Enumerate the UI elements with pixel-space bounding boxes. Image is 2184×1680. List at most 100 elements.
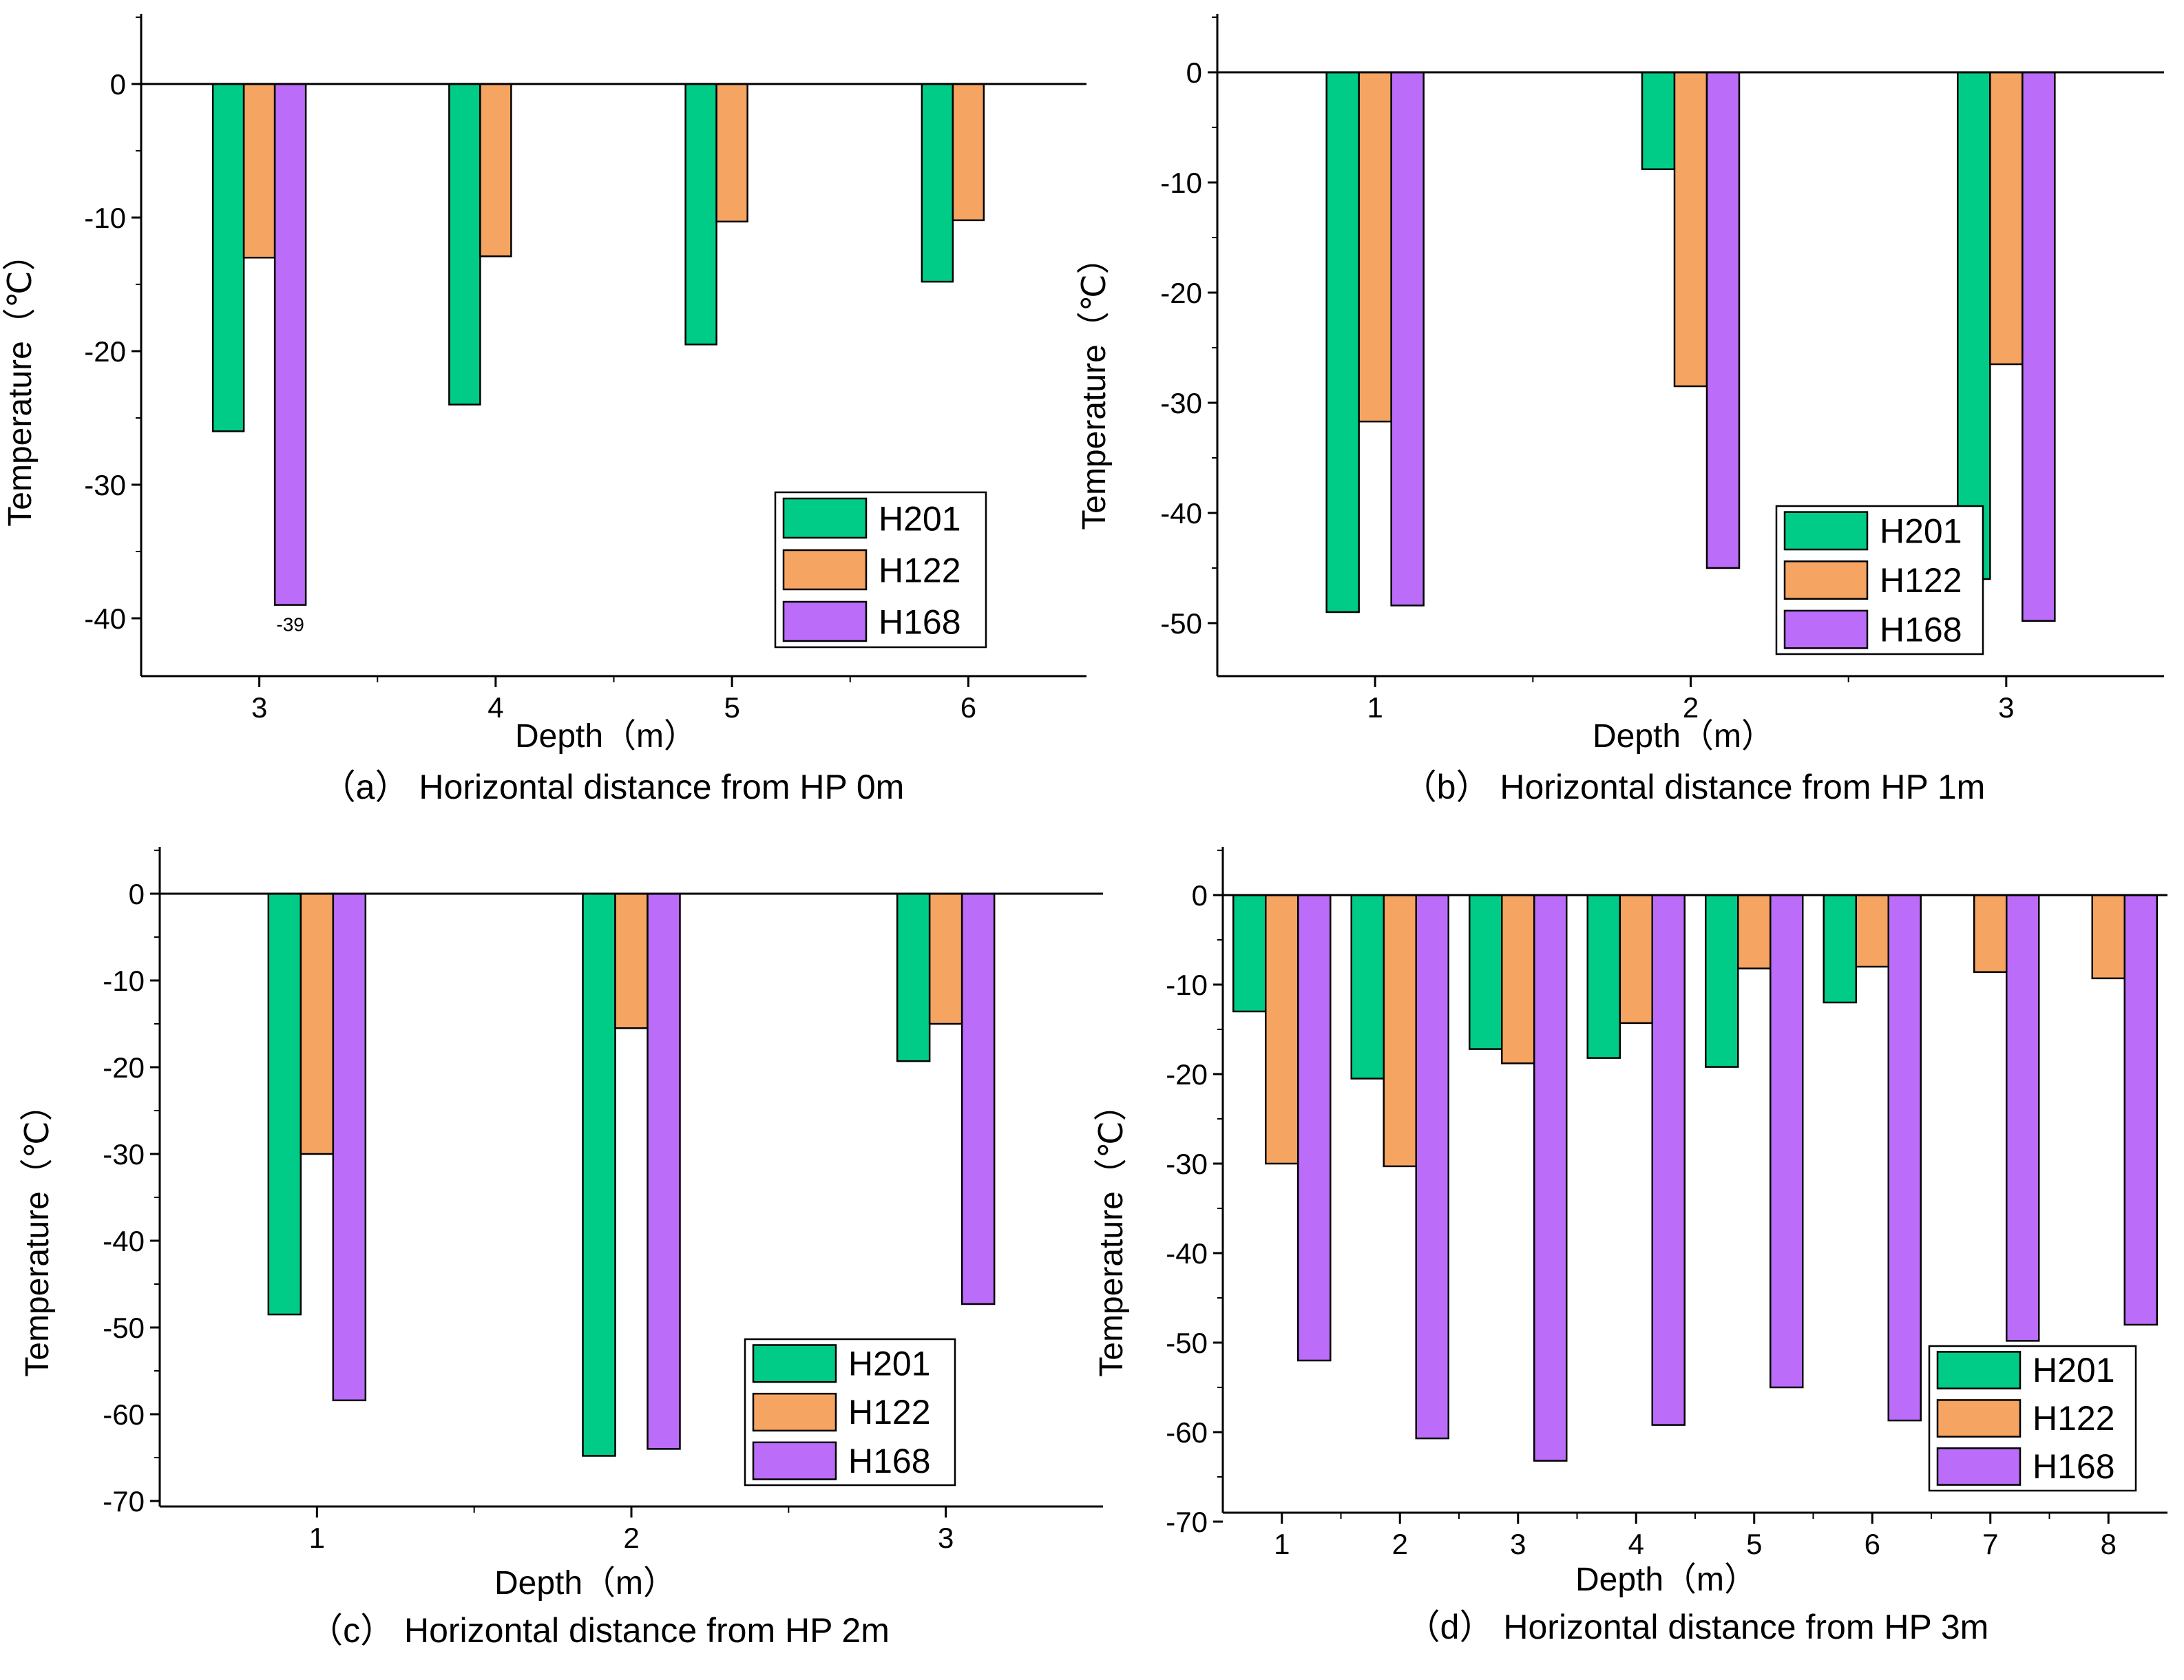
bar-h122-depth-3 [1501, 894, 1535, 1064]
legend: H201 H122 H168 [744, 1338, 956, 1487]
legend-label-h201: H201 [1880, 512, 1962, 550]
legend-label-h168: H168 [1880, 611, 1962, 649]
y-tick-label: -20 [103, 1051, 145, 1084]
legend-swatch-h122 [1936, 1399, 2022, 1438]
legend-label-h201: H201 [2033, 1351, 2115, 1389]
x-tick-label: 7 [1982, 1528, 1998, 1560]
bar-h168-depth-1 [1297, 894, 1332, 1362]
bar-h201-depth-3 [896, 892, 931, 1062]
legend: H201 H122 H168 [774, 491, 987, 649]
y-tick-label: -40 [103, 1225, 145, 1257]
legend-swatch-h122 [752, 1392, 837, 1432]
legend-swatch-h168 [752, 1441, 837, 1480]
bar-h201-depth-6 [1823, 894, 1857, 1004]
x-tick-label: 3 [251, 691, 267, 724]
x-tick-label: 5 [724, 691, 739, 724]
bars [1325, 71, 2056, 622]
panel-caption: （a） Horizontal distance from HP 0m [322, 768, 905, 806]
legend-label-h201: H201 [879, 500, 961, 538]
x-ticks: 1 2 3 4 5 6 7 8 [1274, 1513, 2117, 1560]
x-tick-label: 4 [1628, 1528, 1644, 1560]
x-tick-label: 4 [487, 691, 503, 724]
y-tick-label: -30 [103, 1138, 145, 1170]
bar-h122-depth-1 [1265, 894, 1299, 1165]
legend-swatch-h201 [752, 1344, 837, 1383]
bar-h201-depth-5 [684, 83, 717, 346]
chart-panel-d: 0 -10 -20 -30 -40 -50 -60 -70 1 2 3 4 5 6 7 8 Depth（m） Te… [1093, 847, 2167, 1646]
y-tick-label: -10 [103, 965, 145, 997]
y-axis-title: Temperature（℃） [1076, 241, 1113, 529]
legend-swatch-h201 [1783, 511, 1869, 551]
y-tick-label: -40 [1160, 497, 1202, 529]
bar-h168-depth-2 [647, 892, 681, 1450]
y-axis-title: Temperature（℃） [2, 238, 39, 526]
x-ticks: 3 4 5 6 [251, 676, 976, 724]
bar-h168-depth-2 [1415, 894, 1449, 1440]
y-tick-label: -70 [103, 1485, 145, 1518]
legend-swatch-h168 [1936, 1447, 2022, 1486]
bar-h122-depth-4 [1619, 894, 1653, 1025]
bar-h122-depth-6 [1855, 894, 1889, 968]
chart-panel-b: 0 -10 -20 -30 -40 -50 1 2 3 Depth（m） Temperature（℃… [1076, 14, 2164, 806]
legend-swatch-h122 [782, 549, 868, 591]
bar-h122-depth-3 [928, 892, 963, 1025]
y-tick-label: -30 [1166, 1148, 1208, 1180]
y-tick-label: 0 [1186, 56, 1202, 89]
legend-swatch-h168 [782, 600, 868, 642]
legend: H201 H122 H168 [1928, 1345, 2137, 1492]
bar-h168-depth-8 [2123, 894, 2158, 1326]
y-tick-label: 0 [129, 878, 145, 910]
x-tick-label: 3 [1510, 1528, 1526, 1560]
bar-h122-depth-3 [242, 83, 276, 259]
chart-panel-a: -39 0 -10 -20 -30 -40 3 4 5 6 Depth（m） Temperature（… [2, 14, 1086, 806]
y-tick-label: -40 [1166, 1237, 1208, 1270]
bar-h201-depth-1 [1232, 894, 1267, 1013]
bar-h168-depth-5 [1770, 894, 1804, 1389]
bar-h201-depth-4 [448, 83, 481, 406]
y-tick-label: -50 [1160, 607, 1202, 640]
bar-h122-depth-2 [1673, 71, 1708, 388]
y-tick-label: -40 [84, 602, 126, 635]
legend-label-h168: H168 [879, 603, 961, 642]
bar-h201-depth-6 [921, 83, 954, 283]
y-tick-label: -20 [1166, 1058, 1208, 1091]
chart-panel-c: 0 -10 -20 -30 -40 -50 -60 -70 1 2 3 Depth（m） Tempera… [19, 847, 1103, 1650]
bar-h122-depth-8 [2091, 894, 2125, 980]
legend-label-h122: H122 [879, 552, 961, 590]
y-tick-label: -10 [84, 202, 126, 234]
x-axis-title: Depth（m） [1575, 1562, 1757, 1598]
bar-h201-depth-5 [1705, 894, 1739, 1068]
bar-h201-depth-1 [267, 892, 302, 1316]
y-tick-label: -10 [1160, 167, 1202, 199]
y-tick-label: -20 [84, 335, 126, 368]
y-tick-label: -30 [1160, 387, 1202, 419]
y-tick-label: -30 [84, 469, 126, 501]
legend-label-h201: H201 [848, 1345, 931, 1383]
bar-h168-depth-3 [273, 83, 307, 606]
x-tick-label: 1 [1274, 1528, 1290, 1560]
x-ticks: 1 2 3 [309, 1506, 954, 1554]
panel-caption: （c） Horizontal distance from HP 2m [308, 1611, 890, 1650]
y-tick-label: -10 [1166, 969, 1208, 1001]
bar-h168-depth-3 [2022, 71, 2056, 622]
bar-h168-depth-1 [1390, 71, 1425, 607]
legend-label-h122: H122 [848, 1393, 931, 1431]
bar-h122-depth-5 [715, 83, 748, 223]
bar-h201-depth-3 [1469, 894, 1503, 1050]
y-ticks: 0 -10 -20 -30 -40 [84, 17, 141, 635]
legend-label-h122: H122 [1880, 561, 1962, 600]
legend-swatch-h122 [1783, 560, 1869, 600]
legend-label-h168: H168 [848, 1442, 931, 1480]
bar-h201-depth-3 [1957, 71, 1991, 580]
x-axis-title: Depth（m） [515, 718, 697, 755]
x-tick-label: 2 [1392, 1528, 1408, 1560]
bar-h122-depth-7 [1973, 894, 2008, 974]
y-ticks: 0 -10 -20 -30 -40 -50 -60 -70 [1166, 850, 1223, 1538]
y-axis-title: Temperature（℃） [19, 1088, 56, 1376]
bar-h122-depth-5 [1737, 894, 1772, 969]
bar-h201-depth-2 [582, 892, 616, 1457]
y-axis-title: Temperature（℃） [1093, 1088, 1130, 1376]
x-tick-label: 2 [1683, 691, 1699, 724]
bar-h168-depth-6 [1887, 894, 1922, 1422]
